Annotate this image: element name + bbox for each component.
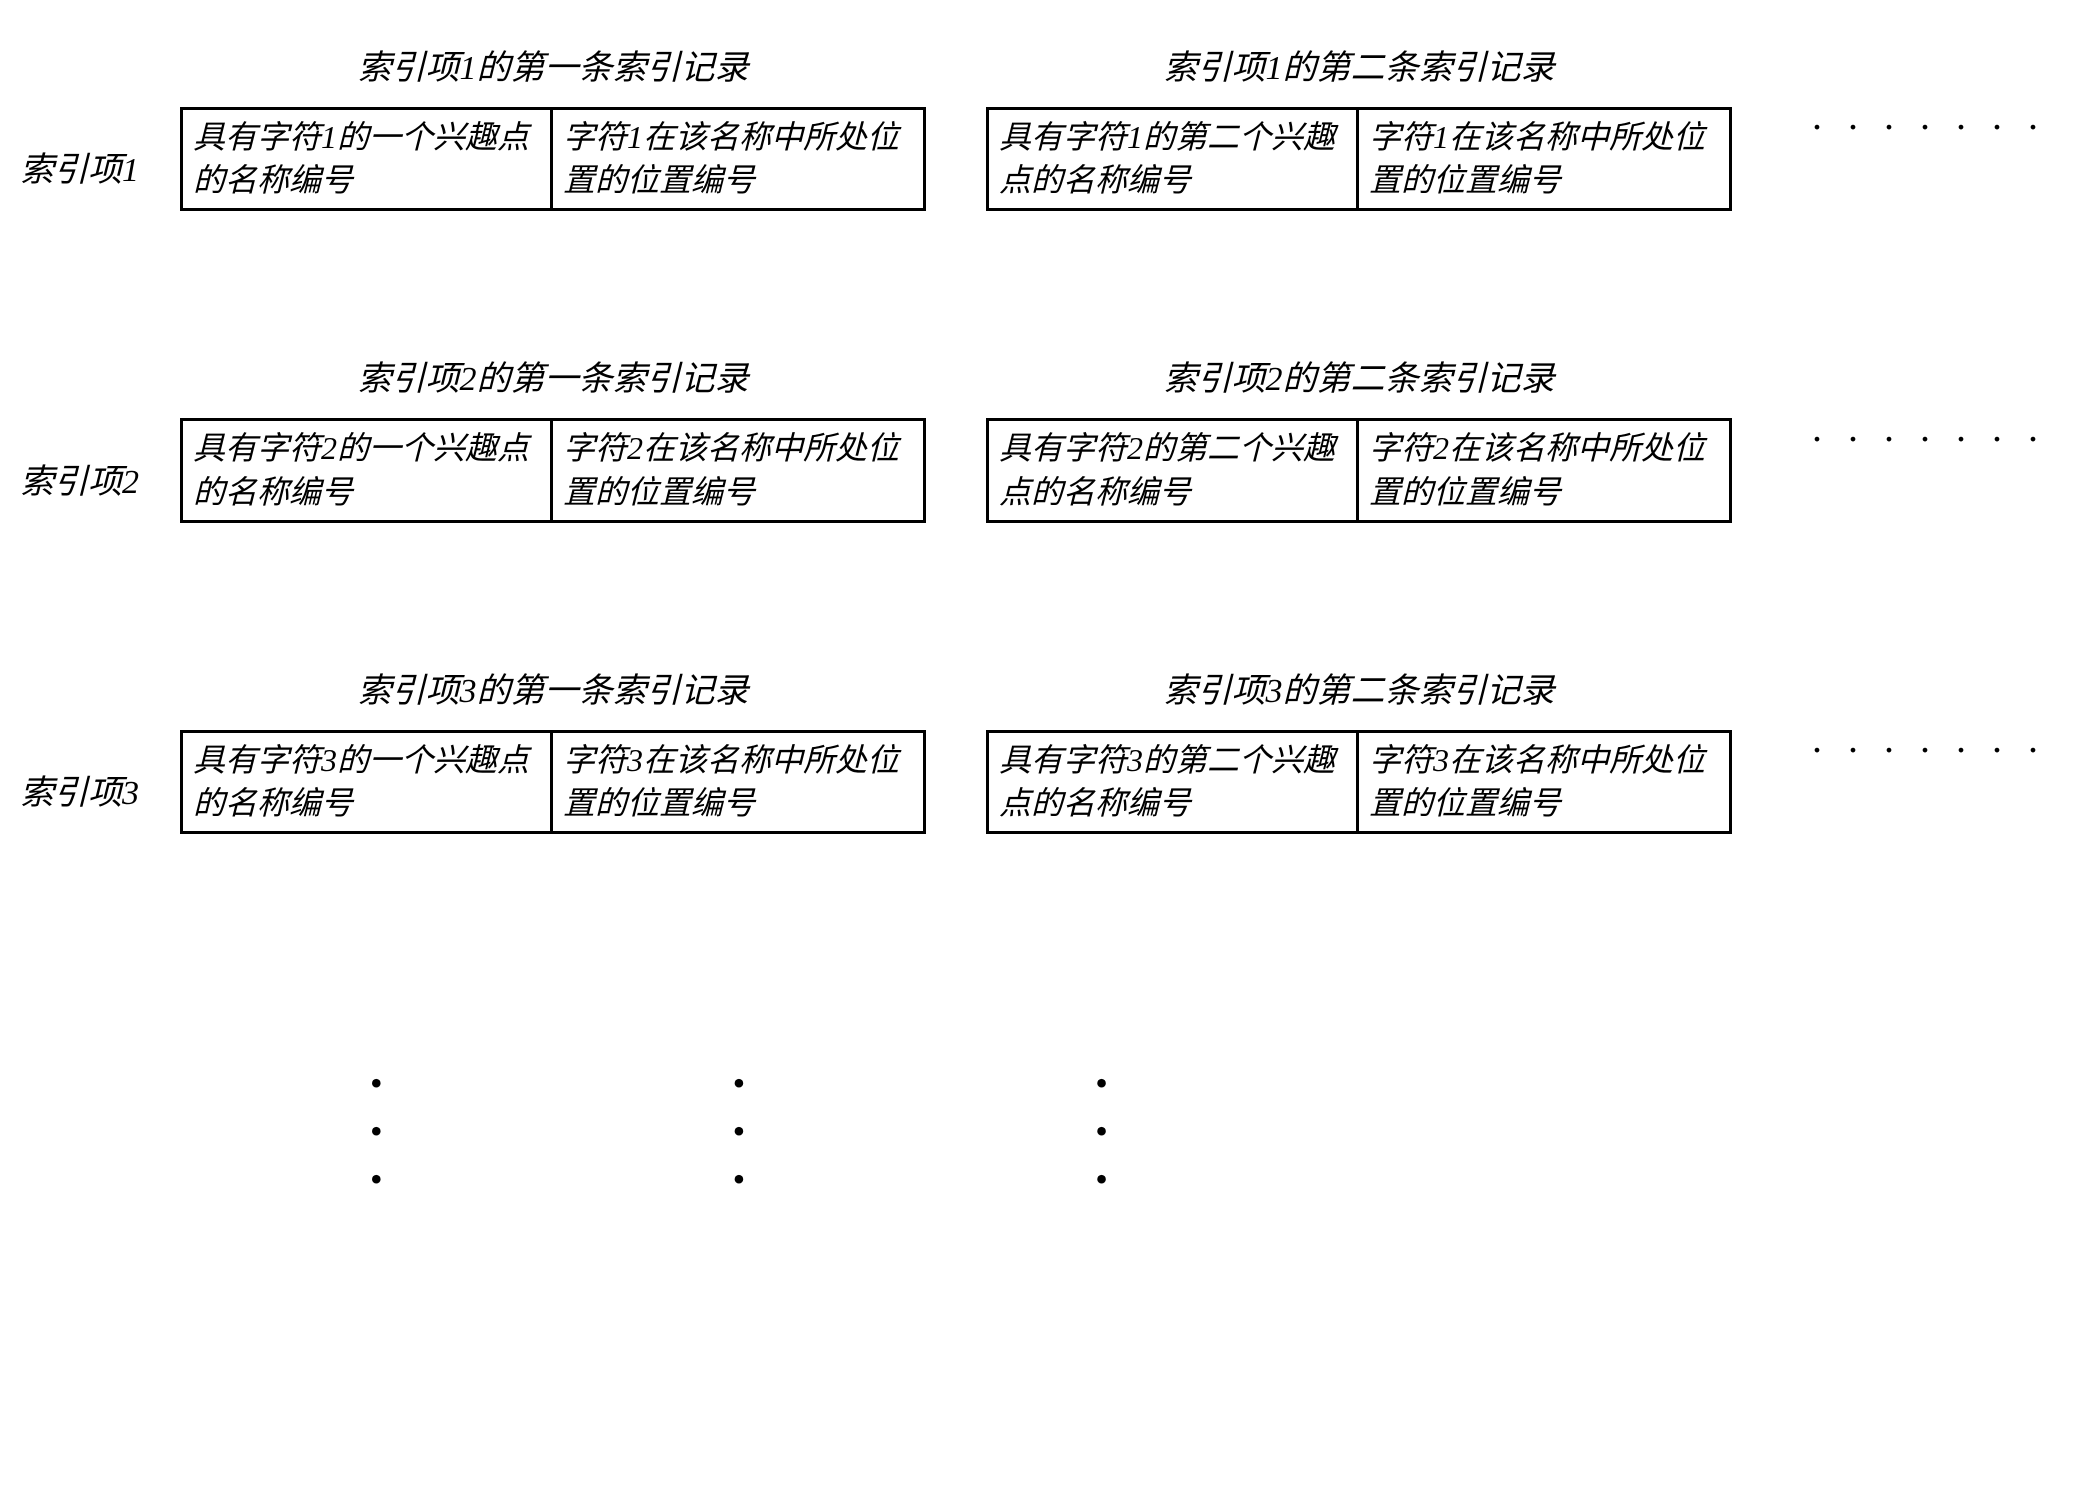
index-label: 索引项2 [20,454,160,523]
record-group: 索引项1的第二条索引记录 具有字符1的第二个兴趣点的名称编号 字符1在该名称中所… [986,40,1732,211]
dot: • [1095,1122,1108,1140]
record-group: 索引项2的第二条索引记录 具有字符2的第二个兴趣点的名称编号 字符2在该名称中所… [986,351,1732,522]
cell-name-id: 具有字符2的第二个兴趣点的名称编号 [989,421,1359,519]
vertical-ellipsis-icon: • • • [1095,1074,1108,1188]
vertical-ellipsis-icon: • • • [733,1074,746,1188]
cell-name-id: 具有字符3的第二个兴趣点的名称编号 [989,733,1359,831]
index-row-2: 索引项2 索引项2的第一条索引记录 具有字符2的一个兴趣点的名称编号 字符2在该… [20,351,2073,522]
cell-pos-id: 字符1在该名称中所处位置的位置编号 [1359,110,1729,208]
dot: • [370,1122,383,1140]
cell-pos-id: 字符2在该名称中所处位置的位置编号 [553,421,923,519]
dot: • [1095,1074,1108,1092]
cell-pos-id: 字符3在该名称中所处位置的位置编号 [1359,733,1729,831]
dot: • [1095,1170,1108,1188]
record-title: 索引项3的第二条索引记录 [1164,663,1555,712]
record-title: 索引项3的第一条索引记录 [358,663,749,712]
ellipsis-icon: . . . . . . . [1812,715,2046,782]
record-box: 具有字符1的一个兴趣点的名称编号 字符1在该名称中所处位置的位置编号 [180,107,926,211]
cell-pos-id: 字符2在该名称中所处位置的位置编号 [1359,421,1729,519]
cell-name-id: 具有字符1的一个兴趣点的名称编号 [183,110,553,208]
record-title: 索引项2的第二条索引记录 [1164,351,1555,400]
ellipsis-icon: . . . . . . . [1812,404,2046,471]
index-label: 索引项1 [20,142,160,211]
vertical-ellipsis-icon: • • • [370,1074,383,1188]
index-row-3: 索引项3 索引项3的第一条索引记录 具有字符3的一个兴趣点的名称编号 字符3在该… [20,663,2073,834]
record-box: 具有字符2的一个兴趣点的名称编号 字符2在该名称中所处位置的位置编号 [180,418,926,522]
index-row-1: 索引项1 索引项1的第一条索引记录 具有字符1的一个兴趣点的名称编号 字符1在该… [20,40,2073,211]
index-diagram: 索引项1 索引项1的第一条索引记录 具有字符1的一个兴趣点的名称编号 字符1在该… [20,40,2073,1188]
dot: • [370,1074,383,1092]
dot: • [733,1122,746,1140]
dot: • [733,1170,746,1188]
record-box: 具有字符1的第二个兴趣点的名称编号 字符1在该名称中所处位置的位置编号 [986,107,1732,211]
record-title: 索引项1的第一条索引记录 [358,40,749,89]
record-box: 具有字符3的第二个兴趣点的名称编号 字符3在该名称中所处位置的位置编号 [986,730,1732,834]
record-box: 具有字符3的一个兴趣点的名称编号 字符3在该名称中所处位置的位置编号 [180,730,926,834]
record-group: 索引项2的第一条索引记录 具有字符2的一个兴趣点的名称编号 字符2在该名称中所处… [180,351,926,522]
record-group: 索引项1的第一条索引记录 具有字符1的一个兴趣点的名称编号 字符1在该名称中所处… [180,40,926,211]
dot: • [733,1074,746,1092]
cell-pos-id: 字符3在该名称中所处位置的位置编号 [553,733,923,831]
record-title: 索引项2的第一条索引记录 [358,351,749,400]
vertical-ellipsis-row: • • • • • • • • • [370,1074,2073,1188]
ellipsis-icon: . . . . . . . [1812,92,2046,159]
cell-pos-id: 字符1在该名称中所处位置的位置编号 [553,110,923,208]
cell-name-id: 具有字符1的第二个兴趣点的名称编号 [989,110,1359,208]
index-label: 索引项3 [20,765,160,834]
cell-name-id: 具有字符3的一个兴趣点的名称编号 [183,733,553,831]
dot: • [370,1170,383,1188]
record-title: 索引项1的第二条索引记录 [1164,40,1555,89]
record-box: 具有字符2的第二个兴趣点的名称编号 字符2在该名称中所处位置的位置编号 [986,418,1732,522]
cell-name-id: 具有字符2的一个兴趣点的名称编号 [183,421,553,519]
record-group: 索引项3的第二条索引记录 具有字符3的第二个兴趣点的名称编号 字符3在该名称中所… [986,663,1732,834]
record-group: 索引项3的第一条索引记录 具有字符3的一个兴趣点的名称编号 字符3在该名称中所处… [180,663,926,834]
